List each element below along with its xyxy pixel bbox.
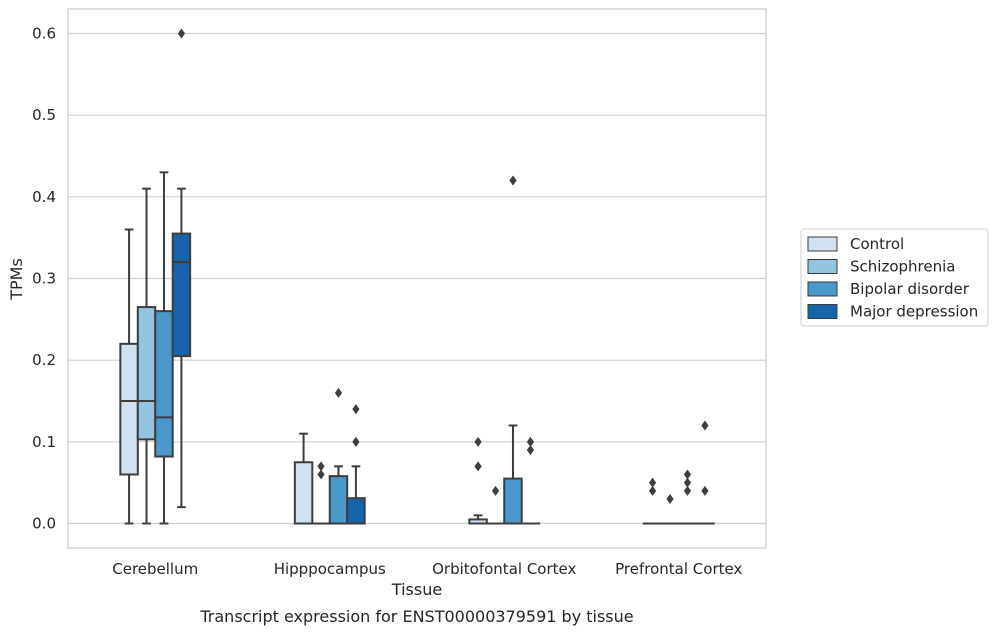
y-tick-label: 0.6 bbox=[32, 25, 56, 43]
box-body bbox=[154, 310, 174, 458]
box-bipolar-disorder bbox=[677, 469, 698, 525]
outlier-point bbox=[648, 477, 657, 488]
y-tick-label: 0.3 bbox=[32, 270, 56, 288]
legend-swatch bbox=[807, 259, 838, 274]
outlier-point bbox=[526, 436, 535, 447]
box-control bbox=[468, 436, 488, 525]
outlier-point bbox=[683, 485, 692, 496]
outlier-point bbox=[683, 477, 692, 488]
box-schizophrenia bbox=[485, 485, 506, 525]
outlier-point bbox=[317, 461, 325, 472]
y-tick-label: 0.2 bbox=[32, 351, 56, 369]
box-control bbox=[119, 228, 139, 525]
legend-swatch bbox=[807, 236, 838, 252]
y-tick-label: 0.4 bbox=[32, 188, 56, 206]
box-schizophrenia bbox=[660, 494, 680, 525]
legend-frame bbox=[800, 228, 989, 327]
box-body bbox=[346, 497, 366, 525]
outlier-point bbox=[701, 485, 709, 496]
legend-swatch bbox=[807, 281, 838, 297]
legend-label: Schizophrenia bbox=[850, 258, 955, 276]
outlier-point bbox=[509, 175, 517, 186]
box-body bbox=[328, 475, 349, 525]
outlier-point bbox=[177, 28, 186, 39]
box-schizophrenia bbox=[136, 187, 157, 525]
outlier-point bbox=[491, 485, 500, 496]
y-axis-ticks: 0.0 0.1 0.2 0.3 0.4 0.5 0.6 bbox=[32, 25, 56, 533]
x-tick-label: Orbitofontal Cortex bbox=[432, 560, 576, 578]
x-axis-label: Tissue bbox=[391, 580, 442, 599]
outlier-point bbox=[352, 404, 360, 415]
y-tick-label: 0.0 bbox=[32, 515, 56, 533]
box-bipolar-disorder bbox=[328, 387, 349, 525]
y-tick-label: 0.5 bbox=[32, 106, 56, 124]
x-tick-label: Hipppocampus bbox=[274, 560, 386, 578]
y-axis-label: TPMs bbox=[7, 258, 26, 301]
outlier-point bbox=[474, 436, 482, 447]
outlier-point bbox=[317, 469, 325, 480]
box-body bbox=[171, 232, 192, 358]
box-body bbox=[503, 477, 523, 525]
legend: Control Schizophrenia Bipolar disorder Majo… bbox=[800, 228, 989, 327]
x-tick-label: Cerebellum bbox=[112, 560, 198, 578]
outlier-point bbox=[352, 436, 360, 447]
legend-label: Major depression bbox=[850, 303, 978, 321]
x-tick-label: Prefrontal Cortex bbox=[615, 560, 742, 578]
x-axis-ticks: Cerebellum Hipppocampus Orbitofontal Corte… bbox=[112, 560, 742, 578]
outlier-point bbox=[474, 461, 482, 472]
outlier-point bbox=[526, 445, 535, 455]
box-major-depression bbox=[695, 420, 715, 525]
outlier-point bbox=[683, 469, 692, 480]
box-body bbox=[119, 342, 139, 476]
outlier-point bbox=[666, 494, 674, 504]
box-major-depression bbox=[171, 28, 192, 509]
box-schizophrenia bbox=[311, 461, 331, 525]
legend-items: Control Schizophrenia Bipolar disorder Majo… bbox=[807, 235, 978, 321]
legend-label: Control bbox=[850, 235, 904, 253]
box-control bbox=[642, 477, 663, 525]
outlier-point bbox=[334, 387, 343, 398]
plot-area-frame bbox=[67, 8, 767, 549]
box-control bbox=[293, 432, 314, 525]
box-bipolar-disorder bbox=[154, 171, 174, 525]
box-bipolar-disorder bbox=[503, 175, 523, 525]
legend-swatch bbox=[807, 304, 838, 319]
outlier-point bbox=[648, 485, 657, 496]
chart-caption: Transcript expression for ENST0000037959… bbox=[199, 607, 633, 626]
box-major-depression bbox=[520, 436, 541, 525]
outlier-point bbox=[701, 420, 709, 431]
y-tick-label: 0.1 bbox=[32, 433, 56, 451]
box-major-depression bbox=[346, 404, 366, 525]
legend-label: Bipolar disorder bbox=[850, 280, 970, 298]
box-body bbox=[293, 461, 314, 525]
plot-marks bbox=[119, 28, 715, 525]
box-body bbox=[136, 306, 157, 441]
